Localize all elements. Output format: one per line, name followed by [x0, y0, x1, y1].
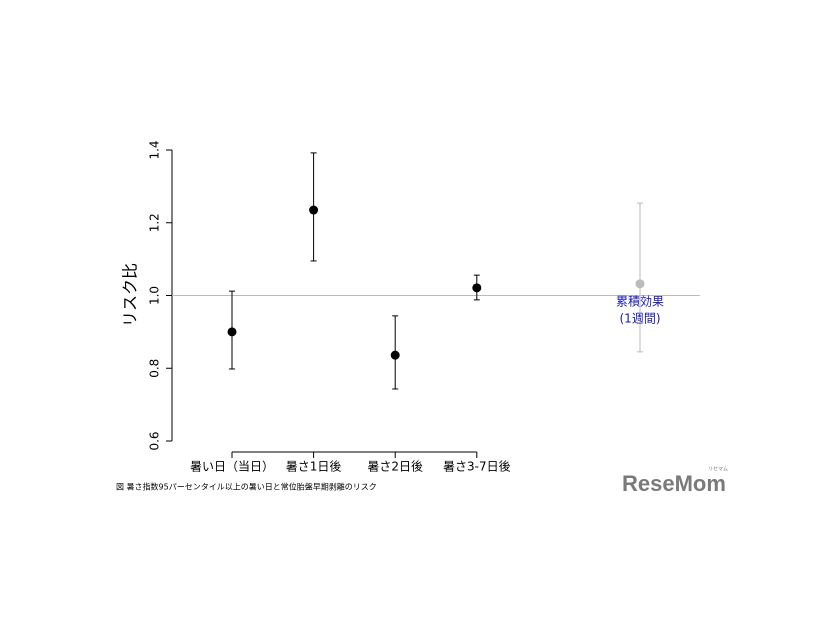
y-tick-label: 1.2 — [148, 213, 162, 232]
annotation: (1週間) — [620, 312, 661, 326]
x-tick-label: 暑さ1日後 — [286, 460, 342, 474]
point — [472, 283, 482, 293]
caption: 図 暑さ指数95パーセンタイル以上の暑い日と常位胎盤早期剥離のリスク — [116, 482, 377, 492]
x-tick-label: 暑さ3-7日後 — [443, 460, 511, 474]
x-tick-label: 暑さ2日後 — [367, 460, 423, 474]
point — [390, 350, 400, 360]
point — [309, 205, 319, 215]
logo: ReseMom — [622, 471, 726, 496]
point — [227, 327, 237, 337]
point — [635, 279, 645, 289]
y-tick-label: 1.0 — [148, 286, 162, 305]
logo-ruby: リセマム — [708, 467, 728, 473]
x-tick-label: 暑い日（当日） — [190, 460, 274, 474]
y-axis-label: リスク比 — [121, 263, 140, 327]
y-tick-label: 0.8 — [148, 359, 162, 378]
annotation: 累積効果 — [616, 294, 664, 309]
y-tick-label: 1.4 — [148, 140, 162, 159]
y-tick-label: 0.6 — [148, 431, 162, 450]
